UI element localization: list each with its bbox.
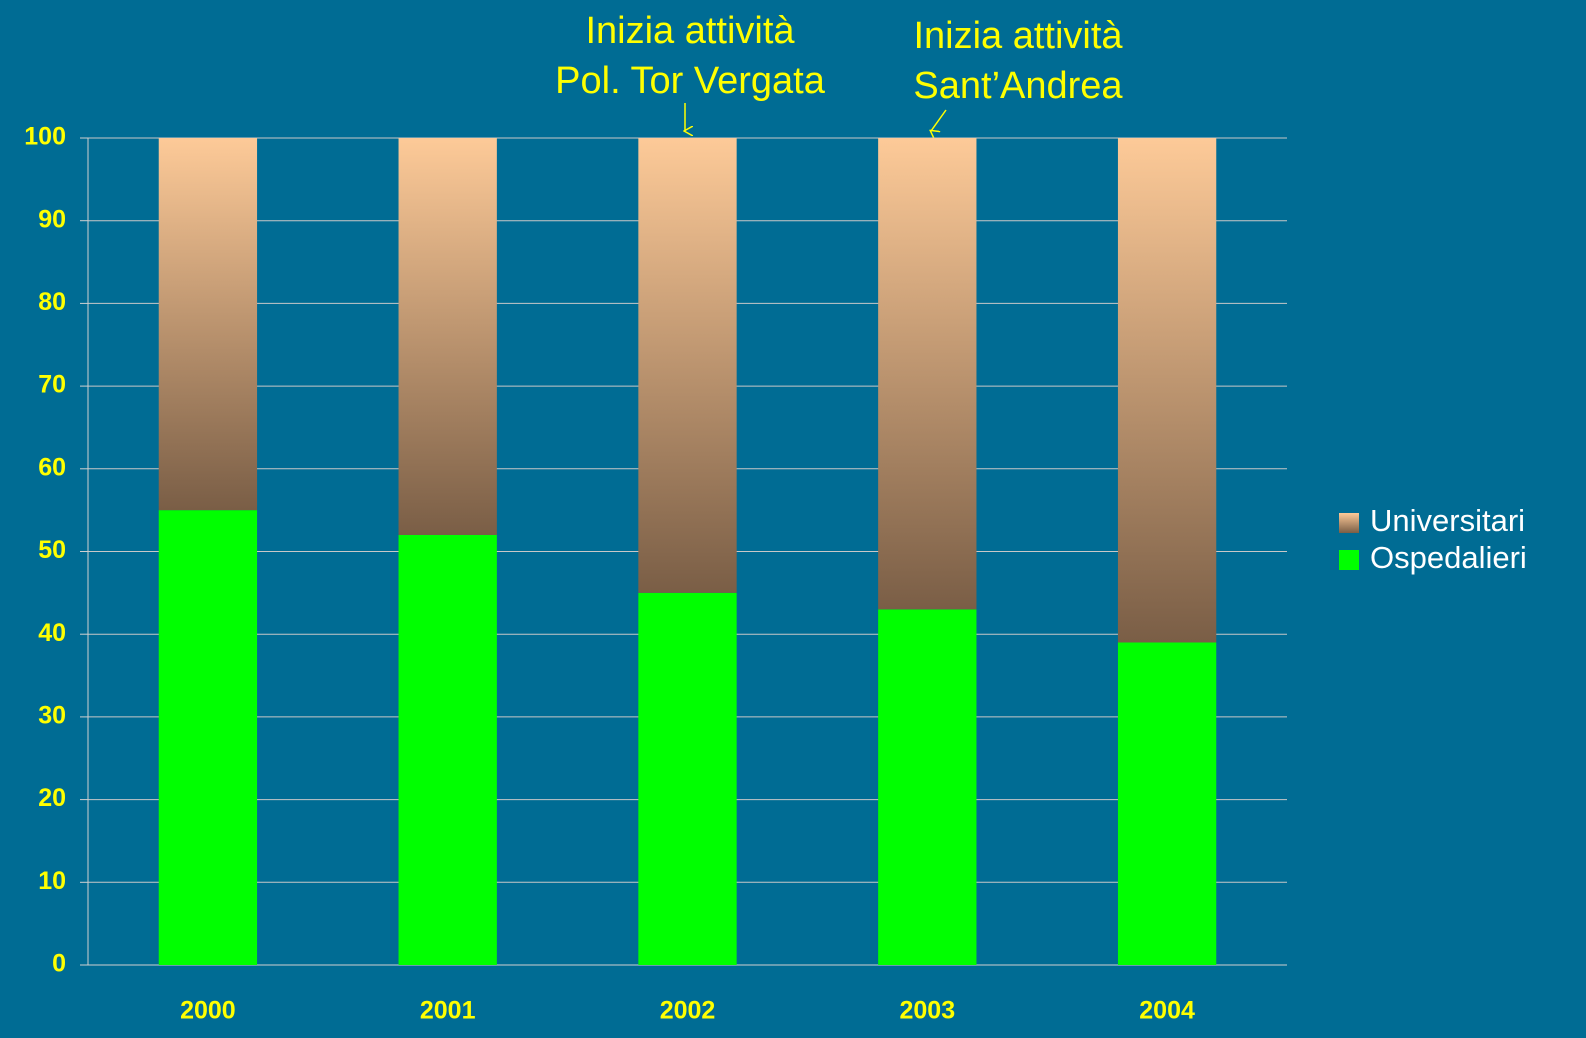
y-tick-label: 100	[24, 123, 66, 151]
legend-swatch	[1339, 550, 1359, 570]
y-tick-label: 0	[52, 950, 66, 978]
x-tick-label: 2002	[660, 997, 716, 1025]
bar-segment	[158, 138, 258, 511]
y-tick-label: 20	[38, 784, 66, 812]
y-tick-label: 50	[38, 536, 66, 564]
x-tick-label: 2000	[180, 997, 236, 1025]
bar-segment	[1117, 138, 1217, 643]
legend-label: Universitari	[1370, 503, 1525, 538]
y-tick-label: 80	[38, 288, 66, 316]
bar-segment	[878, 609, 977, 965]
annotation: Sant’Andrea	[913, 65, 1123, 107]
annotation-arrow	[931, 109, 947, 131]
y-tick-label: 90	[38, 205, 66, 233]
bar-segment	[158, 510, 258, 965]
bar-segment	[398, 138, 497, 535]
x-tick-label: 2003	[899, 997, 955, 1025]
x-tick-label: 2001	[420, 997, 476, 1025]
annotation: Pol. Tor Vergata	[555, 60, 826, 102]
bar-segment	[638, 592, 737, 965]
legend-swatch	[1339, 513, 1359, 533]
y-tick-label: 60	[38, 453, 66, 481]
bar-segment	[878, 138, 977, 610]
bar-segment	[638, 138, 737, 593]
annotation: Inizia attività	[913, 15, 1123, 57]
y-tick-label: 70	[38, 371, 66, 399]
y-tick-label: 40	[38, 619, 66, 647]
annotation: Inizia attività	[585, 10, 795, 52]
bar-segment	[1117, 642, 1217, 965]
y-tick-label: 10	[38, 867, 66, 895]
legend-label: Ospedalieri	[1370, 540, 1527, 575]
bar-segment	[398, 534, 497, 965]
y-tick-label: 30	[38, 702, 66, 730]
x-tick-label: 2004	[1139, 997, 1195, 1025]
